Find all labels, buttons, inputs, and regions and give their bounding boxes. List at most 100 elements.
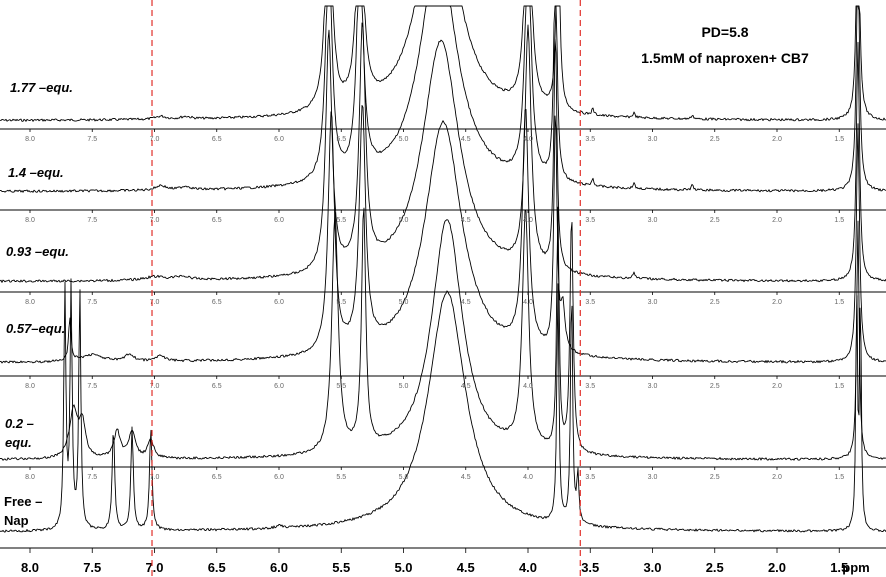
trace-label-5-line2: Nap [4,513,29,528]
ppm-tick-label: 3.5 [581,560,599,575]
mini-tick-label: 6.0 [274,299,284,306]
mini-tick-label: 2.5 [710,136,720,143]
mini-tick-label: 5.0 [399,217,409,224]
mini-tick-label: 6.0 [274,136,284,143]
ppm-tick-label: 5.5 [332,560,350,575]
mini-tick-label: 1.5 [834,383,844,390]
mini-tick-label: 3.5 [585,474,595,481]
mini-tick-label: 5.0 [399,299,409,306]
mini-tick-label: 3.5 [585,383,595,390]
spectrum-trace-1 [0,5,886,193]
reference-lines [151,0,581,577]
mini-tick-label: 1.5 [834,474,844,481]
ppm-tick-label: 2.0 [768,560,786,575]
mini-tick-label: 4.5 [461,474,471,481]
mini-tick-label: 3.0 [648,217,658,224]
mini-tick-label: 8.0 [25,383,35,390]
mini-tick-label: 7.5 [87,136,97,143]
mini-tick-label: 7.0 [150,136,160,143]
mini-tick-label: 8.0 [25,299,35,306]
mini-tick-label: 5.5 [336,474,346,481]
spectrum-trace-5 [0,278,886,533]
mini-tick-label: 6.0 [274,383,284,390]
mini-tick-label: 2.5 [710,217,720,224]
trace-label-1: 1.4 –equ. [8,165,64,180]
ppm-tick-label: 4.5 [457,560,475,575]
mini-tick-label: 4.0 [523,299,533,306]
ppm-tick-label: 7.0 [145,560,163,575]
mini-tick-label: 1.5 [834,136,844,143]
mini-tick-label: 6.5 [212,474,222,481]
trace-label-2: 0.93 –equ. [6,244,69,259]
mini-tick-label: 5.0 [399,136,409,143]
ppm-tick-label: 6.5 [208,560,226,575]
trace-label-5: Free – [4,494,42,509]
axis-unit-label: ppm [842,560,869,575]
ppm-tick-label: 3.0 [643,560,661,575]
mini-tick-label: 2.0 [772,136,782,143]
spectrum-trace-4 [0,206,886,461]
trace-labels: 1.77 –equ. 1.4 –equ. 0.93 –equ. 0.57–equ. 0.… [4,80,73,528]
mini-tick-label: 2.0 [772,383,782,390]
ppm-tick-label: 1.5 [830,560,848,575]
mini-tick-label: 6.0 [274,217,284,224]
ppm-tick-label: 4.0 [519,560,537,575]
mini-tick-label: 3.0 [648,299,658,306]
mini-tick-label: 4.0 [523,474,533,481]
mini-tick-label: 1.5 [834,217,844,224]
mini-tick-label: 2.0 [772,217,782,224]
mini-tick-label: 5.5 [336,217,346,224]
mini-tick-label: 4.5 [461,383,471,390]
trace-label-4: 0.2 – [5,416,34,431]
spectrum-trace-3 [0,104,886,364]
mini-tick-label: 6.0 [274,474,284,481]
mini-tick-label: 3.0 [648,136,658,143]
mini-tick-label: 6.5 [212,383,222,390]
mini-tick-label: 4.5 [461,299,471,306]
mini-tick-label: 7.0 [150,217,160,224]
mini-tick-label: 4.5 [461,136,471,143]
ppm-axis: 8.0 7.5 7.0 6.5 6.0 5.5 5.0 4.5 4.0 3.5 3.0 2.5 2.0 1… [0,547,886,575]
mini-tick-label: 5.0 [399,474,409,481]
mini-tick-label: 6.5 [212,136,222,143]
mini-tick-label: 7.0 [150,383,160,390]
mini-tick-label: 5.5 [336,136,346,143]
mini-tick-label: 6.5 [212,299,222,306]
mini-tick-label: 2.0 [772,299,782,306]
mini-tick-label: 7.5 [87,217,97,224]
mini-tick-label: 2.5 [710,474,720,481]
mini-tick-label: 7.5 [87,383,97,390]
mini-tick-label: 3.0 [648,474,658,481]
spectra-traces [0,5,886,533]
trace-label-3: 0.57–equ. [6,321,65,336]
mini-tick-label: 7.0 [150,474,160,481]
ppm-tick-label: 8.0 [21,560,39,575]
mini-tick-label: 4.5 [461,217,471,224]
ppm-tick-label: 6.0 [270,560,288,575]
ppm-tick-label: 7.5 [83,560,101,575]
mini-tick-label: 7.5 [87,474,97,481]
annotation-concentration: 1.5mM of naproxen+ CB7 [641,50,809,66]
mini-tick-label: 3.0 [648,383,658,390]
mini-tick-label: 8.0 [25,474,35,481]
stacked-mini-axes: 8.0 7.5 7.0 6.5 6.0 5.5 5.0 4.5 4.0 3.5 3.0 2.5 2.0 1… [0,128,886,481]
ppm-tick-label: 5.0 [394,560,412,575]
annotation-pd: PD=5.8 [701,24,748,40]
spectrum-trace-2 [0,22,886,283]
mini-tick-label: 8.0 [25,136,35,143]
mini-tick-label: 2.5 [710,299,720,306]
mini-tick-label: 8.0 [25,217,35,224]
trace-label-0: 1.77 –equ. [10,80,73,95]
mini-tick-label: 4.0 [523,383,533,390]
mini-tick-label: 7.5 [87,299,97,306]
mini-tick-label: 1.5 [834,299,844,306]
mini-tick-label: 5.5 [336,299,346,306]
mini-tick-label: 4.0 [523,217,533,224]
mini-tick-label: 7.0 [150,299,160,306]
mini-tick-label: 5.0 [399,383,409,390]
mini-tick-label: 5.5 [336,383,346,390]
mini-tick-label: 3.5 [585,136,595,143]
mini-tick-label: 2.5 [710,383,720,390]
mini-tick-label: 2.0 [772,474,782,481]
